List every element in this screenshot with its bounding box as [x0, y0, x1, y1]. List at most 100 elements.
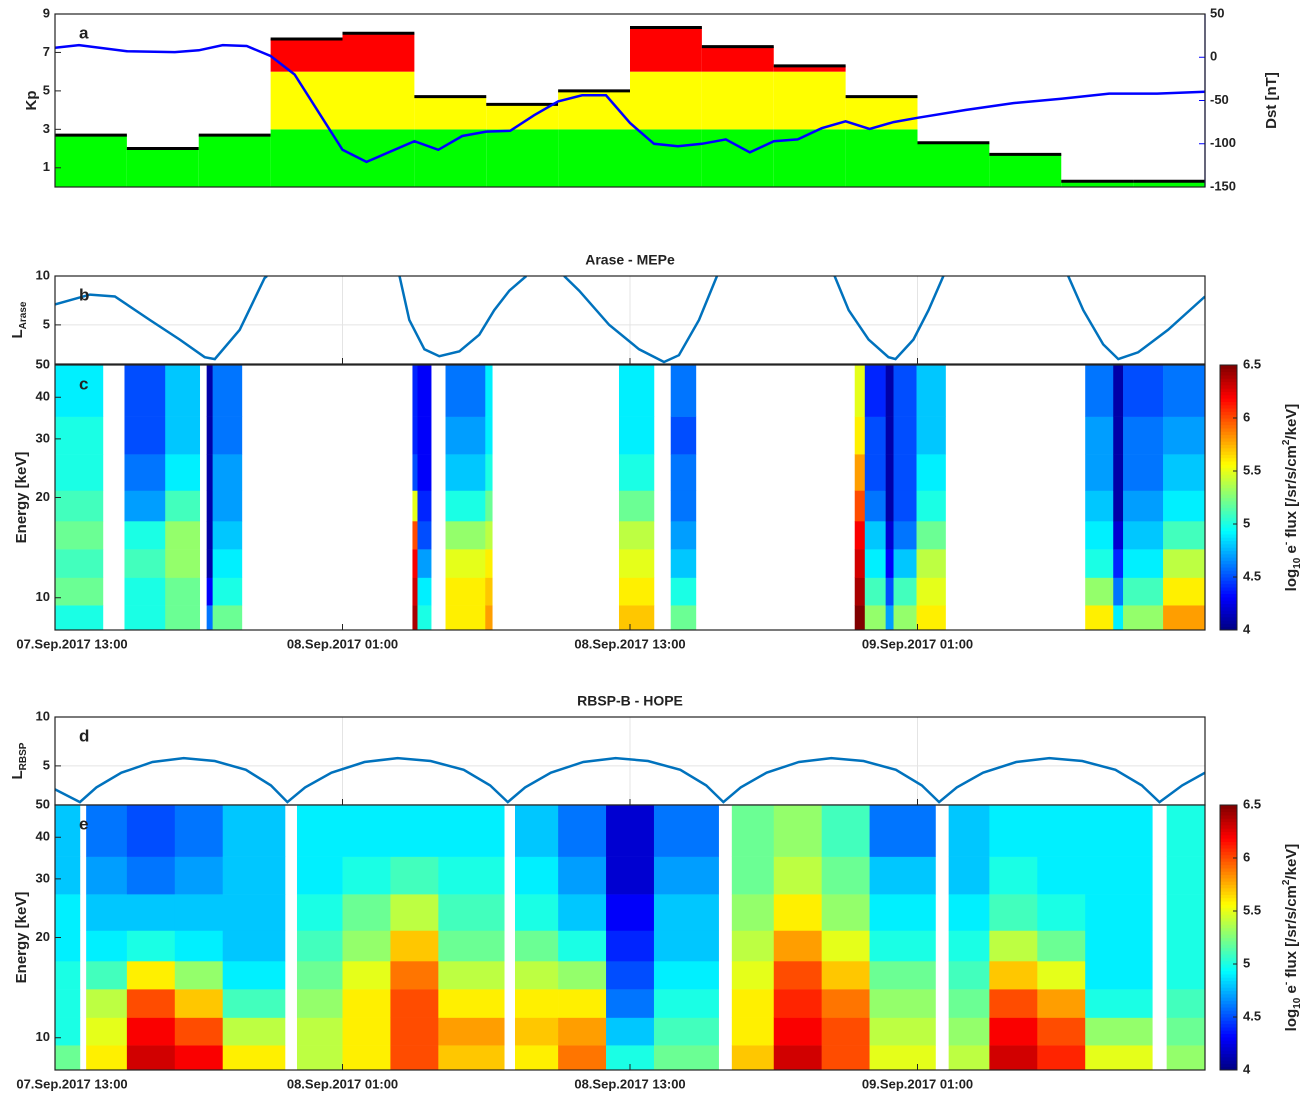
flux-cell	[864, 490, 886, 522]
flux-cell	[916, 549, 946, 578]
flux-cell	[618, 577, 655, 606]
kp-bar-segment	[701, 46, 774, 72]
colorbar-tick-label: 5	[1243, 515, 1250, 530]
flux-cell	[1163, 549, 1206, 578]
flux-cell	[124, 454, 166, 491]
colorbar-slice	[1220, 365, 1237, 369]
flux-cell	[515, 1017, 559, 1046]
flux-cell	[1166, 856, 1206, 895]
flux-cell	[86, 894, 128, 931]
flux-cell	[412, 521, 418, 550]
flux-cell	[342, 856, 391, 895]
colorbar-slice	[1220, 848, 1237, 852]
flux-cell	[165, 365, 201, 417]
y-tick-label: 50	[36, 796, 50, 811]
flux-cell	[869, 961, 936, 990]
colorbar-slice	[1220, 457, 1237, 462]
colorbar-slice	[1220, 871, 1237, 876]
colorbar-slice	[1220, 550, 1237, 555]
flux-cell	[485, 549, 493, 578]
colorbar-slice	[1220, 378, 1237, 383]
x-tick-label: 08.Sep.2017 13:00	[574, 1076, 685, 1091]
flux-cell	[342, 930, 391, 962]
colorbar-slice	[1220, 901, 1237, 905]
flux-cell	[126, 805, 176, 857]
colorbar-slice	[1220, 494, 1237, 498]
colorbar-slice	[1220, 573, 1237, 578]
x-tick-label: 08.Sep.2017 01:00	[287, 1076, 398, 1091]
flux-cell	[206, 490, 213, 522]
flux-cell	[296, 805, 343, 857]
colorbar-slice	[1220, 620, 1237, 624]
flux-cell	[916, 454, 946, 491]
flux-cell	[174, 930, 224, 962]
colorbar-slice	[1220, 1023, 1237, 1028]
x-tick-label: 09.Sep.2017 01:00	[862, 1076, 973, 1091]
colorbar-slice	[1220, 374, 1237, 379]
flux-cell	[1037, 1045, 1086, 1071]
flux-cell	[124, 490, 166, 522]
flux-cell	[222, 1045, 286, 1071]
colorbar-slice	[1220, 474, 1237, 479]
flux-cell	[438, 961, 505, 990]
flux-cell	[1085, 894, 1153, 931]
colorbar-slice	[1220, 570, 1237, 575]
flux-cell	[773, 805, 822, 857]
flux-cell	[124, 521, 166, 550]
flux-cell	[893, 490, 917, 522]
flux-cell	[885, 454, 894, 491]
flux-cell	[1166, 1017, 1206, 1046]
flux-cell	[212, 605, 243, 631]
colorbar-slice	[1220, 398, 1237, 402]
y-tick-label: 5	[43, 757, 50, 772]
flux-cell	[412, 416, 418, 455]
flux-cell	[124, 549, 166, 578]
flux-cell	[412, 490, 418, 522]
flux-cell	[1163, 605, 1206, 631]
colorbar-slice	[1220, 1046, 1237, 1051]
flux-cell	[606, 930, 655, 962]
flux-cell	[390, 805, 439, 857]
flux-cell	[1163, 490, 1206, 522]
panel-title: Arase - MEPe	[585, 252, 675, 268]
x-tick-label: 07.Sep.2017 13:00	[16, 636, 127, 651]
colorbar-slice	[1220, 1013, 1237, 1018]
flux-cell	[653, 989, 719, 1018]
colorbar-slice	[1220, 1030, 1237, 1035]
flux-cell	[558, 1017, 607, 1046]
flux-cell	[212, 454, 243, 491]
label-part: L	[9, 329, 26, 338]
flux-cell	[854, 490, 866, 522]
flux-cell	[206, 365, 213, 417]
colorbar-slice	[1220, 623, 1237, 628]
colorbar-slice	[1220, 467, 1237, 472]
colorbar-slice	[1220, 434, 1237, 439]
y-tick-label: 10	[36, 267, 50, 282]
flux-cell	[165, 521, 201, 550]
flux-cell	[1037, 961, 1086, 990]
colorbar-slice	[1220, 894, 1237, 899]
flux-cell	[55, 605, 104, 631]
colorbar-slice	[1220, 593, 1237, 598]
flux-cell	[55, 521, 104, 550]
label-part: 10	[1292, 997, 1303, 1009]
colorbar-slice	[1220, 424, 1237, 429]
colorbar-slice	[1220, 964, 1237, 968]
flux-cell	[124, 365, 166, 417]
colorbar-slice	[1220, 805, 1237, 809]
flux-cell	[1123, 365, 1164, 417]
flux-cell	[126, 894, 176, 931]
flux-cell	[653, 961, 719, 990]
flux-cell	[606, 989, 655, 1018]
flux-cell	[417, 365, 432, 417]
colorbar-slice	[1220, 610, 1237, 614]
y-tick-label: 50	[36, 356, 50, 371]
colorbar-slice	[1220, 487, 1237, 492]
flux-cell	[515, 961, 559, 990]
colorbar-slice	[1220, 874, 1237, 879]
flux-cell	[989, 1017, 1038, 1046]
colorbar-slice	[1220, 1063, 1237, 1068]
flux-cell	[1163, 521, 1206, 550]
y-tick-label: 40	[36, 389, 50, 404]
flux-cell	[606, 856, 655, 895]
